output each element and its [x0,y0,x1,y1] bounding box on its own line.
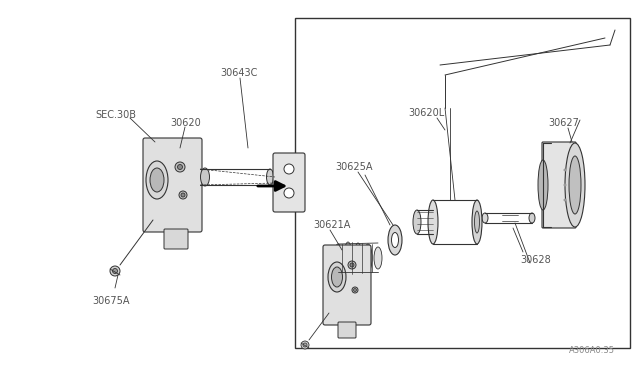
FancyBboxPatch shape [542,142,576,228]
Circle shape [350,263,354,267]
Ellipse shape [163,146,187,164]
Circle shape [113,269,118,273]
Ellipse shape [332,267,342,287]
Circle shape [179,191,187,199]
Ellipse shape [392,232,399,247]
Text: 30621A: 30621A [313,220,350,230]
FancyBboxPatch shape [338,322,356,338]
Ellipse shape [428,200,438,244]
Circle shape [563,183,566,186]
Circle shape [181,193,185,197]
Circle shape [284,188,294,198]
Ellipse shape [364,244,372,272]
Ellipse shape [150,168,164,192]
Ellipse shape [328,262,346,292]
Ellipse shape [472,200,482,244]
Ellipse shape [344,242,352,274]
FancyBboxPatch shape [273,153,305,212]
Text: 30628: 30628 [520,255,551,265]
Text: 30627: 30627 [548,118,579,128]
FancyBboxPatch shape [323,245,371,325]
Ellipse shape [354,243,362,273]
Text: SEC.30B: SEC.30B [95,110,136,120]
Ellipse shape [569,156,581,214]
Circle shape [284,164,294,174]
Circle shape [348,261,356,269]
FancyBboxPatch shape [143,138,202,232]
Circle shape [303,343,307,347]
Circle shape [352,287,358,293]
Ellipse shape [334,244,342,272]
Ellipse shape [482,213,488,223]
Text: 30625A: 30625A [335,162,372,172]
Ellipse shape [529,213,535,223]
Text: A306A0.35: A306A0.35 [569,346,615,355]
Ellipse shape [374,247,382,269]
Circle shape [175,162,185,172]
Ellipse shape [388,225,402,255]
Circle shape [563,169,566,171]
Text: 30620: 30620 [170,118,201,128]
Ellipse shape [538,160,548,210]
Circle shape [301,341,309,349]
Ellipse shape [266,169,273,185]
Text: 30675A: 30675A [92,296,129,306]
Ellipse shape [200,168,209,186]
Circle shape [563,199,566,202]
Ellipse shape [146,161,168,199]
Ellipse shape [565,143,585,227]
Bar [295,18,630,348]
FancyBboxPatch shape [164,229,188,249]
Ellipse shape [474,211,479,233]
Text: 30620L: 30620L [408,108,444,118]
Ellipse shape [156,141,194,169]
Ellipse shape [413,210,421,234]
Text: 30643C: 30643C [220,68,257,78]
Circle shape [110,266,120,276]
Circle shape [177,164,182,170]
Circle shape [353,289,356,292]
